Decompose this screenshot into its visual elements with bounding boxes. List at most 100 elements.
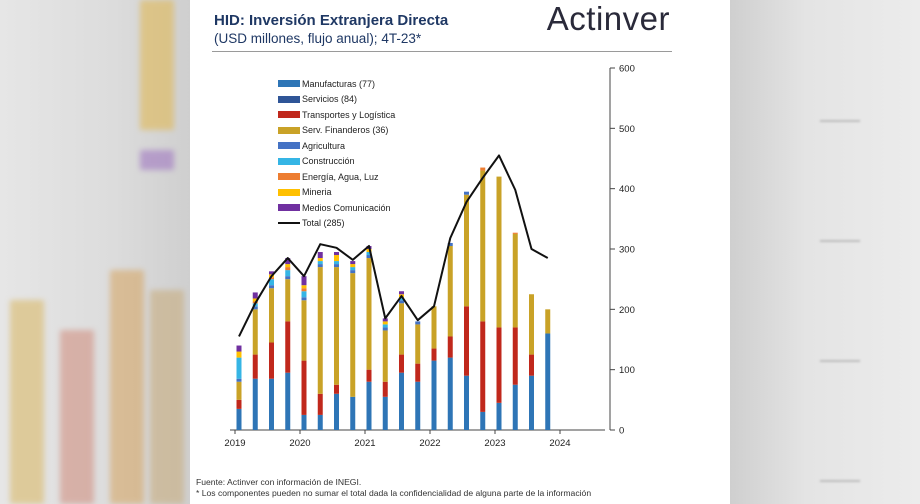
bar-segment [512, 233, 518, 328]
bar-segment [399, 297, 404, 301]
x-tick-label: 2019 [224, 438, 245, 449]
bar-segment [334, 264, 339, 268]
chart-svg: 0 100 200 300 400 500 600 2019 2020 2021 2022 2023 2… [224, 64, 635, 450]
bar-segment [415, 381, 421, 430]
bar-segment [529, 354, 534, 376]
legend-label: Transportes y Logística [302, 109, 396, 120]
bar-segment [317, 264, 323, 268]
bar-segment [399, 291, 404, 295]
background-blur-line [820, 120, 860, 122]
background-left-blur [0, 0, 190, 504]
bar-segment [285, 270, 291, 277]
bar-segment [252, 378, 258, 430]
bar-segment [350, 270, 356, 274]
y-tick-label: 400 [619, 184, 635, 195]
bar-segment [399, 354, 404, 373]
bar-segment [252, 292, 258, 299]
footer-note: * Los componentes pueden no sumar el tot… [196, 488, 592, 498]
bar-segment [447, 336, 453, 358]
bar-segment [382, 324, 388, 328]
bar-segment [317, 252, 323, 259]
bar-segment [382, 321, 388, 325]
bar-segment [447, 357, 453, 430]
bar-segment [496, 402, 502, 430]
background-blur-bar [140, 150, 174, 170]
bar-segment [382, 381, 388, 397]
bar-segment [415, 363, 421, 382]
bar-segment [350, 273, 356, 397]
bar-segment [366, 255, 372, 259]
bar-segment [269, 277, 274, 280]
bar-segment [350, 264, 356, 268]
bar-segment [512, 327, 518, 385]
bar-segment [317, 258, 323, 262]
legend-label: Servicios (84) [302, 94, 358, 105]
bar-segment [464, 191, 469, 195]
bar-segment [545, 309, 551, 334]
bar-segment [301, 285, 307, 289]
legend-swatch [278, 173, 300, 181]
bar-segment [529, 294, 534, 355]
bar-segment [269, 279, 274, 286]
bar-segment [382, 318, 388, 322]
legend-swatch [278, 80, 300, 88]
legend-item: Transportes y Logística [278, 107, 395, 123]
legend-item: Servicios (84) [278, 92, 395, 108]
chart-legend: Manufacturas (77) Servicios (84) Transport… [278, 76, 395, 231]
bar-segment [480, 170, 486, 322]
bar-segment [252, 354, 258, 379]
header-divider [212, 51, 672, 52]
bar-segment [431, 348, 437, 361]
y-tick-label: 200 [619, 305, 635, 316]
bar-segment [399, 372, 404, 430]
bar-segment [285, 267, 291, 271]
bar-segment [447, 242, 453, 246]
x-tick-label: 2023 [484, 438, 505, 449]
legend-line-swatch [278, 222, 300, 225]
bar-segment [415, 324, 421, 364]
bar-segment [285, 321, 291, 373]
bar-segment [480, 167, 486, 171]
bar-segment [447, 245, 453, 337]
bar-segment [480, 411, 486, 430]
total-line [238, 154, 549, 337]
bar-segment [301, 276, 307, 286]
bar-segment [431, 306, 437, 349]
bar-segment [236, 345, 242, 352]
bar-segment [317, 393, 323, 415]
legend-item: Agricultura [278, 138, 395, 154]
bar-segment [415, 321, 421, 325]
background-blur-line [820, 360, 860, 362]
bar-segment [269, 378, 274, 430]
bar-segment [350, 267, 356, 271]
bar-segment [464, 194, 469, 307]
background-blur-bar [60, 330, 94, 504]
bar-segment [382, 396, 388, 430]
legend-swatch [278, 188, 300, 196]
bar-segment [285, 264, 291, 268]
bar-segment [269, 288, 274, 343]
bar-segment [317, 414, 323, 430]
x-tick-label: 2020 [289, 438, 310, 449]
y-tick-label: 600 [619, 64, 635, 75]
bar-segment [334, 393, 339, 430]
bar-segment [480, 321, 486, 412]
legend-item: Energía, Agua, Luz [278, 169, 395, 185]
bar-segment [512, 384, 518, 430]
bar-segment [496, 176, 502, 328]
bar-segment [334, 252, 339, 256]
bar-segment [545, 333, 551, 430]
bar-segment [301, 300, 307, 361]
bar-segment [285, 258, 291, 265]
report-card: HID: Inversión Extranjera Directa (USD m… [190, 0, 730, 504]
background-blur-bar [140, 0, 174, 130]
legend-swatch [278, 142, 300, 150]
legend-label: Medios Comunicación [302, 202, 391, 213]
bar-segment [350, 261, 356, 265]
bar-segment [399, 303, 404, 355]
x-tick-label: 2021 [354, 438, 375, 449]
bar-segment [399, 300, 404, 304]
bar-segment [236, 357, 242, 379]
chart-title: HID: Inversión Extranjera Directa [214, 12, 449, 29]
bar-segment [301, 360, 307, 415]
